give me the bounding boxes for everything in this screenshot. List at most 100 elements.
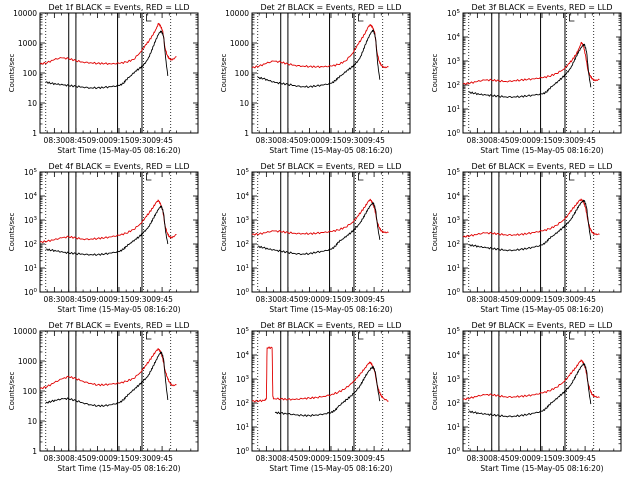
y-tick-label: 101 <box>24 264 37 273</box>
lld-series-line <box>39 22 177 65</box>
x-tick-label: 09:15 <box>320 295 342 304</box>
x-tick-label: 09:00 <box>299 136 321 145</box>
lld-series-line <box>251 346 389 403</box>
x-tick-label: 08:45 <box>277 136 299 145</box>
y-tick-label: 104 <box>447 192 461 201</box>
x-tick-label: 09:00 <box>87 454 109 463</box>
x-tick-label: 08:30 <box>44 454 66 463</box>
events-series-line <box>468 199 592 252</box>
x-tick-label: 09:15 <box>108 454 130 463</box>
interval-bracket <box>358 14 364 22</box>
y-tick-label: 105 <box>236 168 250 177</box>
y-tick-label: 105 <box>24 168 38 177</box>
tick-exponent: 0 <box>246 447 250 453</box>
x-tick-label: 08:45 <box>65 136 87 145</box>
interval-bracket <box>569 14 575 22</box>
y-tick-label: 10000 <box>225 9 249 18</box>
y-tick-label: 105 <box>447 168 461 177</box>
y-tick-label: 102 <box>236 399 249 408</box>
tick-exponent: 4 <box>246 351 250 357</box>
tick-exponent: 2 <box>246 399 250 405</box>
tick-exponent: 2 <box>457 240 461 246</box>
x-tick-label: 08:45 <box>488 454 510 463</box>
y-tick-label: 103 <box>24 216 38 225</box>
plot-frame <box>462 330 622 452</box>
panel-title: Det 9f BLACK = Events, RED = LLD <box>471 321 612 330</box>
panel-det-7: Det 7f BLACK = Events, RED = LLD 1 10 100 10… <box>8 321 199 473</box>
x-tick-label: 08:30 <box>256 454 278 463</box>
y-tick-label: 102 <box>447 399 460 408</box>
interval-bracket <box>146 173 152 181</box>
plot-frame <box>251 330 411 452</box>
x-tick-label: 08:30 <box>44 136 66 145</box>
plot-frame <box>251 12 411 134</box>
y-tick-label: 10 <box>27 417 37 426</box>
y-tick-label: 100 <box>447 288 461 297</box>
tick-exponent: 5 <box>457 168 461 174</box>
x-tick-label: 09:00 <box>87 136 109 145</box>
y-tick-label: 100 <box>235 69 250 78</box>
x-tick-label: 09:45 <box>574 295 596 304</box>
x-tick-label: 09:30 <box>342 136 364 145</box>
y-tick-label: 1 <box>32 447 37 456</box>
tick-exponent: 2 <box>457 399 461 405</box>
tick-exponent: 2 <box>457 81 461 87</box>
x-tick-label: 08:30 <box>256 136 278 145</box>
tick-exponent: 4 <box>457 192 461 198</box>
x-tick-label: 09:00 <box>87 295 109 304</box>
lld-series-line <box>39 199 177 244</box>
y-tick-label: 100 <box>24 288 38 297</box>
tick-exponent: 0 <box>457 288 461 294</box>
panel-det-9: Det 9f BLACK = Events, RED = LLD 100 101 10… <box>431 321 622 473</box>
x-axis-label: Start Time (15-May-05 08:16:20) <box>57 464 180 473</box>
x-axis-label: Start Time (15-May-05 08:16:20) <box>480 146 603 155</box>
tick-exponent: 1 <box>34 264 38 270</box>
x-tick-label: 09:00 <box>510 136 532 145</box>
events-series-line <box>45 30 169 90</box>
panel-det-8: Det 8f BLACK = Events, RED = LLD10010110… <box>220 321 411 473</box>
y-tick-label: 101 <box>447 264 460 273</box>
tick-exponent: 2 <box>34 240 38 246</box>
x-tick-label: 09:30 <box>553 454 575 463</box>
y-tick-label: 103 <box>236 216 250 225</box>
y-tick-label: 103 <box>236 375 250 384</box>
x-tick-label: 09:30 <box>130 295 152 304</box>
panel-title: Det 5f BLACK = Events, RED = LLD <box>260 162 401 171</box>
x-tick-label: 09:15 <box>108 136 130 145</box>
x-tick-label: 09:30 <box>342 454 364 463</box>
x-axis-label: Start Time (15-May-05 08:16:20) <box>269 464 392 473</box>
y-tick-label: 101 <box>447 105 460 114</box>
y-axis-label: Counts/sec <box>431 372 439 411</box>
tick-exponent: 1 <box>457 264 461 270</box>
y-tick-label: 101 <box>447 423 460 432</box>
y-tick-label: 100 <box>447 447 461 456</box>
x-tick-label: 09:45 <box>574 454 596 463</box>
tick-exponent: 3 <box>246 375 250 381</box>
y-tick-label: 102 <box>24 240 37 249</box>
events-series-line <box>468 363 592 418</box>
x-tick-label: 08:45 <box>65 454 87 463</box>
x-tick-label: 09:15 <box>531 136 553 145</box>
y-tick-label: 101 <box>236 264 249 273</box>
y-axis-label: Counts/sec <box>220 54 228 93</box>
tick-exponent: 2 <box>246 240 250 246</box>
y-axis-label: Counts/sec <box>220 213 228 252</box>
x-axis-label: Start Time (15-May-05 08:16:20) <box>480 305 603 314</box>
panel-det-5: Det 5f BLACK = Events, RED = LLD10010110… <box>220 162 411 314</box>
x-tick-label: 09:45 <box>574 136 596 145</box>
x-tick-label: 09:00 <box>299 295 321 304</box>
y-tick-label: 1 <box>32 129 37 138</box>
lld-series-line <box>39 348 177 390</box>
y-tick-label: 102 <box>447 81 460 90</box>
events-series-line <box>45 205 169 256</box>
x-tick-label: 09:30 <box>130 454 152 463</box>
x-tick-label: 08:30 <box>467 136 489 145</box>
lld-series-line <box>462 41 600 85</box>
x-tick-label: 09:00 <box>510 454 532 463</box>
y-tick-label: 10 <box>239 99 249 108</box>
x-tick-label: 09:15 <box>531 454 553 463</box>
panel-det-4: Det 4f BLACK = Events, RED = LLD10010110… <box>8 162 199 314</box>
events-series-line <box>274 365 381 417</box>
tick-exponent: 3 <box>246 216 250 222</box>
